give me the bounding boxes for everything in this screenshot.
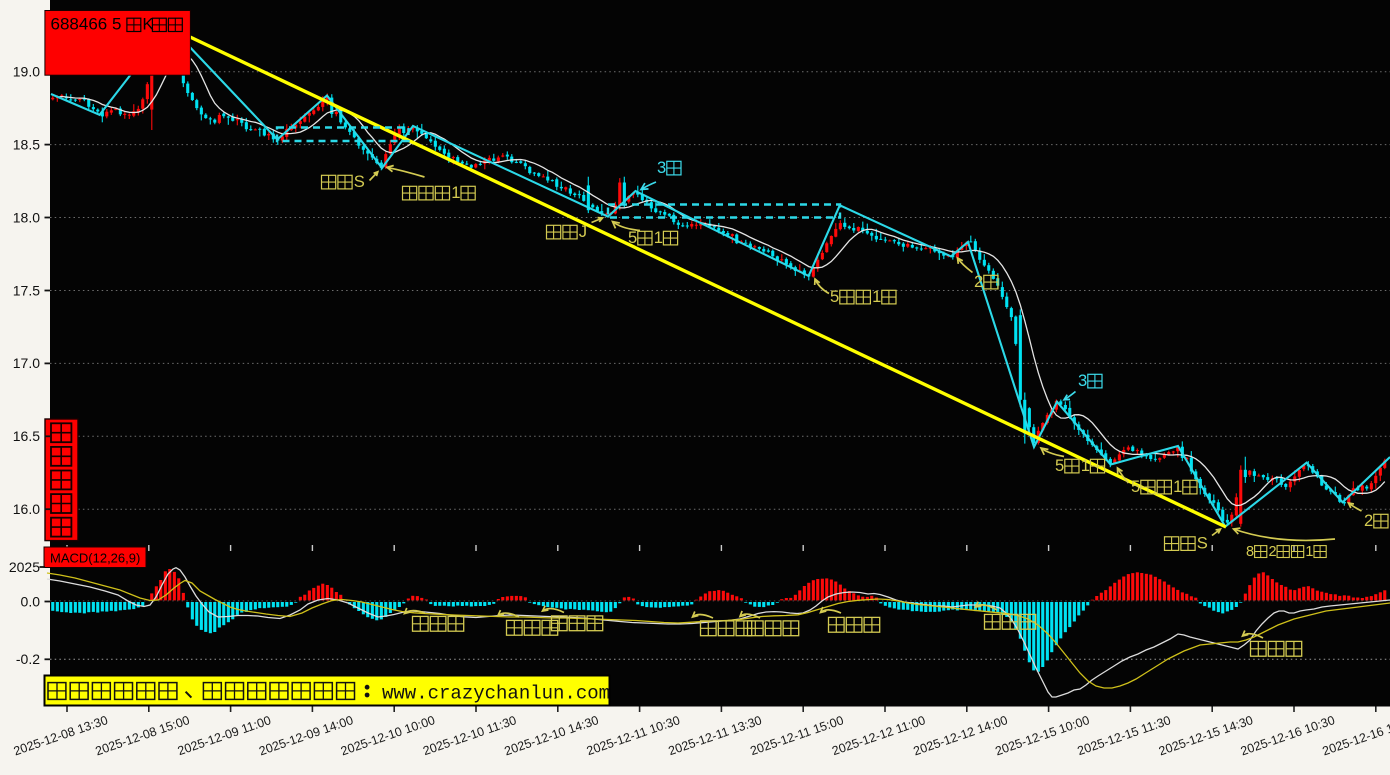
- svg-text:-0.2: -0.2: [16, 651, 40, 667]
- svg-text:17.0: 17.0: [13, 355, 40, 371]
- svg-text:5: 5: [1131, 477, 1140, 496]
- svg-text:2: 2: [1364, 511, 1373, 530]
- svg-text:8: 8: [1246, 544, 1254, 560]
- svg-text:18.5: 18.5: [13, 136, 40, 152]
- svg-text:19.0: 19.0: [13, 64, 40, 80]
- svg-text:1: 1: [1173, 477, 1182, 496]
- svg-text:MACD(12,26,9): MACD(12,26,9): [50, 551, 140, 566]
- svg-text:2025: 2025: [9, 559, 40, 575]
- svg-text:3: 3: [657, 158, 666, 177]
- svg-text:16.5: 16.5: [13, 428, 40, 444]
- svg-text:S: S: [354, 172, 365, 191]
- svg-text:16.0: 16.0: [13, 501, 40, 517]
- svg-text:17.5: 17.5: [13, 282, 40, 298]
- svg-text:5: 5: [628, 228, 637, 247]
- svg-text:5: 5: [830, 287, 839, 306]
- svg-text:www.crazychanlun.com: www.crazychanlun.com: [382, 683, 610, 705]
- svg-text:1: 1: [872, 287, 881, 306]
- svg-text:S: S: [1197, 534, 1208, 553]
- svg-text:5: 5: [1055, 456, 1064, 475]
- svg-text:K: K: [142, 15, 154, 34]
- svg-text:18.0: 18.0: [13, 209, 40, 225]
- svg-text:0.0: 0.0: [21, 593, 41, 609]
- svg-text:J: J: [579, 222, 587, 241]
- svg-text:2: 2: [974, 272, 983, 291]
- svg-text:3: 3: [1078, 371, 1087, 390]
- svg-text:688466 5: 688466 5: [51, 15, 122, 34]
- svg-text:1: 1: [654, 228, 663, 247]
- svg-text:1: 1: [451, 183, 460, 202]
- svg-text:2: 2: [1269, 544, 1277, 560]
- svg-text:1: 1: [1081, 456, 1090, 475]
- svg-text:1: 1: [1305, 544, 1313, 560]
